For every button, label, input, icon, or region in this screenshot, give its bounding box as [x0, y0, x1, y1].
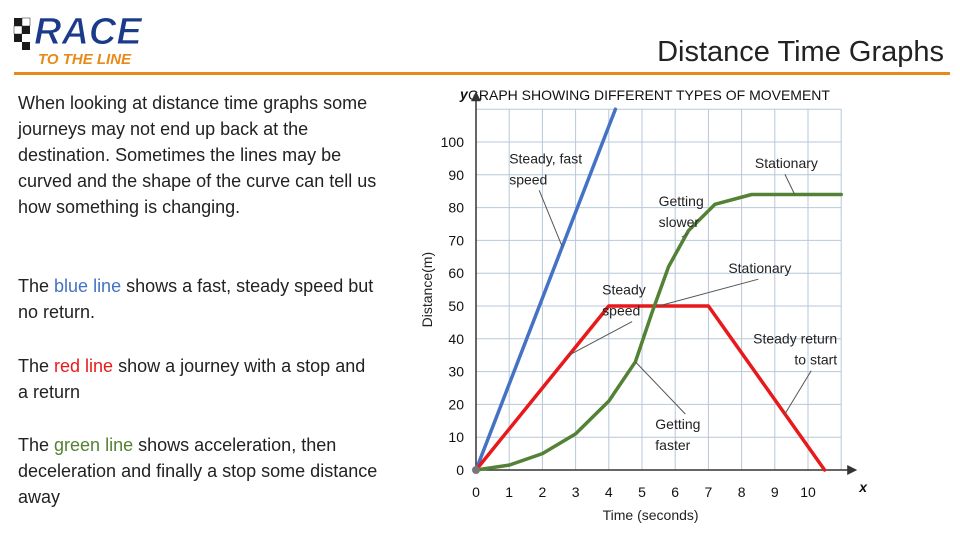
y-axis-arrow-icon [471, 91, 481, 102]
y-tick-label: 30 [448, 364, 464, 380]
text: , then [291, 435, 337, 455]
annotation-text: slower [659, 214, 700, 230]
annotation-pointer [784, 370, 812, 415]
x-tick-label: 9 [771, 484, 779, 500]
annotation-pointer [681, 232, 689, 238]
annotation-pointer [538, 190, 563, 248]
x-axis-label: Time (seconds) [603, 507, 699, 523]
x-tick-label: 7 [705, 484, 713, 500]
race-to-the-line-logo: RACE TO THE LINE [13, 11, 144, 68]
annotation-pointer [568, 321, 633, 356]
y-axis-letter: y [459, 86, 469, 102]
y-tick-label: 60 [448, 265, 464, 281]
logo-sub-text: TO THE LINE [38, 51, 132, 68]
text: The [18, 356, 55, 376]
blue-line-term: blue line [54, 276, 122, 296]
y-tick-label: 0 [456, 462, 464, 478]
green-line-paragraph: The green line shows acceleration, then … [18, 432, 378, 510]
blue-line-paragraph: The blue line shows a fast, steady speed… [18, 273, 378, 325]
annotation-text: faster [655, 437, 690, 453]
acceleration-term: acceleration [194, 435, 292, 455]
y-tick-label: 80 [448, 200, 464, 216]
annotation-text: Stationary [728, 260, 791, 276]
x-tick-label: 10 [800, 484, 816, 500]
red-line-paragraph: The red line show a journey with a stop … [18, 353, 378, 405]
annotation-pointer [658, 278, 759, 307]
y-axis-label: Distance(m) [419, 252, 435, 327]
text: shows [133, 435, 195, 455]
annotation-text: speed [509, 171, 547, 187]
y-tick-label: 70 [448, 232, 464, 248]
annotation-pointer [784, 174, 796, 195]
annotation-text: to start [794, 352, 837, 368]
annotation-pointer [634, 361, 686, 415]
y-tick-label: 100 [441, 134, 465, 150]
text: and finally a stop some distance away [18, 461, 378, 507]
annotation-text: speed [602, 303, 640, 319]
logo-main-text: RACE [34, 11, 143, 53]
green-series-line [474, 192, 843, 472]
annotation-text: Stationary [755, 155, 818, 171]
origin-point [472, 466, 480, 474]
x-tick-label: 4 [605, 484, 613, 500]
y-tick-label: 10 [448, 429, 464, 445]
y-tick-label: 20 [448, 396, 464, 412]
x-tick-label: 6 [671, 484, 679, 500]
annotation-text: Steady [602, 282, 646, 298]
y-tick-label: 40 [448, 331, 464, 347]
x-tick-label: 0 [472, 484, 480, 500]
x-tick-label: 3 [572, 484, 580, 500]
page-title: Distance Time Graphs [657, 36, 944, 68]
deceleration-term: deceleration [18, 461, 117, 481]
text: The [18, 435, 55, 455]
green-line-term: green line [54, 435, 134, 455]
x-tick-label: 1 [505, 484, 513, 500]
blue-series-line [474, 107, 618, 472]
x-tick-label: 5 [638, 484, 646, 500]
title-underline [14, 72, 950, 75]
annotation-text: Steady, fast [509, 150, 582, 166]
y-tick-label: 50 [448, 298, 464, 314]
x-axis-letter: x [858, 479, 868, 495]
annotation-text: Getting [659, 193, 704, 209]
x-tick-label: 2 [539, 484, 547, 500]
intro-paragraph: When looking at distance time graphs som… [18, 93, 377, 217]
checkered-flag-icon [13, 17, 31, 50]
y-tick-label: 90 [448, 167, 464, 183]
x-tick-label: 8 [738, 484, 746, 500]
annotation-text: Steady return [753, 331, 837, 347]
chart-title: GRAPH SHOWING DIFFERENT TYPES OF MOVEMEN… [468, 87, 830, 103]
annotation-text: Getting [655, 416, 700, 432]
text: The [18, 276, 55, 296]
x-axis-arrow-icon [847, 465, 858, 475]
text: shows a fast, steady speed but no return… [18, 276, 374, 322]
text: show a journey with a stop and a return [18, 356, 366, 402]
red-line-term: red line [54, 356, 114, 376]
